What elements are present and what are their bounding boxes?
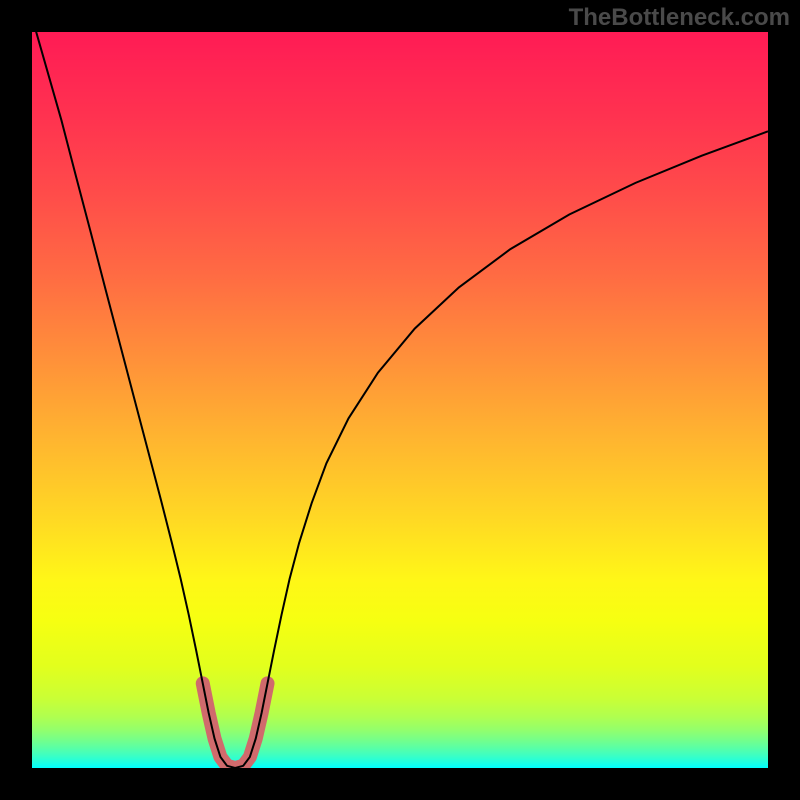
chart-svg (32, 32, 768, 768)
watermark-label: TheBottleneck.com (569, 4, 790, 32)
gradient-background (32, 32, 768, 768)
plot-area (32, 32, 768, 768)
chart-frame: TheBottleneck.com (0, 0, 800, 800)
